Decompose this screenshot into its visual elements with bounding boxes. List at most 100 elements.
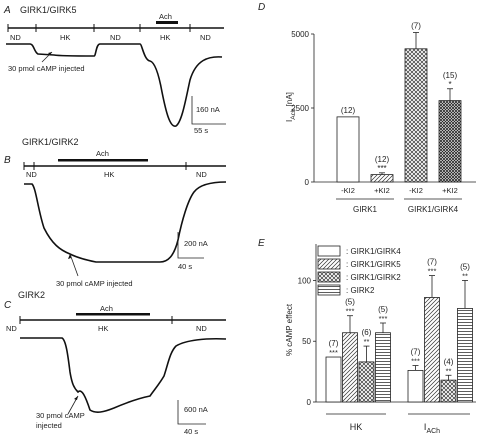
panel-c-arrow-head <box>74 396 78 400</box>
legend-entry: : GIRK1/GIRK2 <box>346 273 401 282</box>
bar-iach-2 <box>440 379 457 403</box>
panel-a-title: GIRK1/GIRK5 <box>20 5 77 15</box>
panel-b-seg-label: ND <box>196 170 207 179</box>
y-axis-label: IAch [nA] <box>285 92 297 122</box>
panel-c-current-trace <box>20 337 227 413</box>
panel-a-annotation: 30 pmol cAMP injected <box>8 64 85 73</box>
n-label: (6) <box>362 328 372 337</box>
bar-1 <box>370 174 394 183</box>
panel-c-seg-label: ND <box>196 324 207 333</box>
significance-label: *** <box>428 267 437 276</box>
panel-letter-c: C <box>4 300 12 311</box>
panel-b-current-trace <box>24 181 227 263</box>
bar-iach-1 <box>424 297 440 403</box>
legend-entry: : GIRK1/GIRK5 <box>346 260 401 269</box>
bar-hk-1 <box>342 332 358 403</box>
panel-a-scale-time: 55 s <box>194 126 208 135</box>
panel-a-ach-bar <box>156 21 178 24</box>
panel-a-seg-label: ND <box>200 33 211 42</box>
panel-b-arrow <box>69 253 79 277</box>
category-label: +KI2 <box>374 186 390 195</box>
panel-d-bars <box>336 32 462 183</box>
legend-swatch <box>317 245 341 257</box>
panel-b-ach-bar <box>58 159 148 162</box>
significance-label: *** <box>329 348 338 357</box>
legend-entry: : GIRK1/GIRK4 <box>346 247 401 256</box>
panel-b-seg-label: HK <box>104 170 114 179</box>
panel-c-annotation-1: 30 pmol cAMP <box>36 411 85 420</box>
bar-hk-2 <box>358 361 375 403</box>
n-label: (12) <box>375 155 390 164</box>
n-label: (4) <box>444 357 454 366</box>
significance-label: *** <box>377 164 386 173</box>
panel-c-ach-label: Ach <box>100 304 113 313</box>
n-label: (12) <box>341 106 356 115</box>
y-tick-label: 100 <box>298 276 312 285</box>
bar-hk-3 <box>375 332 391 403</box>
panel-c-seg-label: HK <box>98 324 108 333</box>
panel-c-title: GIRK2 <box>18 290 45 300</box>
group-label-iach: IACh <box>424 422 440 435</box>
panel-c-annotation-2: injected <box>36 421 62 430</box>
y-tick-label: 0 <box>307 398 312 407</box>
bar-iach-3 <box>457 308 473 403</box>
panel-a-scale-current: 160 nA <box>196 105 220 114</box>
significance-label: * <box>448 80 451 89</box>
panel-b-arrow-head <box>68 254 71 259</box>
group-label: GIRK1 <box>353 205 378 214</box>
panel-letter-b: B <box>4 155 11 166</box>
y-tick-label: 0 <box>305 178 310 187</box>
panel-b-scale-current: 200 nA <box>184 239 208 248</box>
panel-a-scale-bar <box>191 96 226 125</box>
panel-b-scale-time: 40 s <box>178 262 192 271</box>
panel-c-seg-label: ND <box>6 324 17 333</box>
n-label: (7) <box>427 258 437 267</box>
bar-iach-0 <box>407 369 424 403</box>
panel-a-arrow-head <box>48 52 52 55</box>
legend-swatch <box>317 284 341 296</box>
panel-b-annotation: 30 pmol cAMP injected <box>56 279 133 288</box>
group-label: GIRK1/GIRK4 <box>408 205 459 214</box>
y-tick-label: 2500 <box>291 104 309 113</box>
panel-d-labels: (12)-KI2***(12)+KI2(7)-KI2*(15)+KI2GIRK1… <box>341 22 459 214</box>
panel-c-scale-time: 40 s <box>184 427 198 436</box>
panel-a-seg-label: ND <box>10 33 21 42</box>
significance-label: ** <box>462 271 468 280</box>
bar-0 <box>336 116 360 183</box>
n-label: (15) <box>443 71 458 80</box>
group-label-hk: HK <box>350 422 363 432</box>
panel-c: C GIRK2 Ach ND HK ND 30 pmol cAMP inject… <box>4 290 227 436</box>
significance-label: ** <box>364 337 370 346</box>
n-label: (7) <box>411 22 421 31</box>
panel-c-ach-bar <box>76 313 150 316</box>
significance-label: *** <box>346 307 355 316</box>
n-label: (5) <box>345 298 355 307</box>
panel-a-seg-label: ND <box>110 33 121 42</box>
y-tick-label: 50 <box>302 337 311 346</box>
n-label: (7) <box>411 348 421 357</box>
category-label: -KI2 <box>409 186 423 195</box>
significance-label: *** <box>379 314 388 323</box>
bar-3 <box>438 100 462 183</box>
n-label: (5) <box>378 305 388 314</box>
n-label: (7) <box>329 339 339 348</box>
panel-b-seg-label: ND <box>26 170 37 179</box>
panel-b: GIRK1/GIRK2 B Ach ND HK ND 30 pmol cAMP … <box>4 137 227 288</box>
panel-a-current-trace <box>6 43 223 127</box>
panel-a-ach-label: Ach <box>159 12 172 21</box>
panel-e-labels: ***(7)***(5)**(6)***(5)***(7)***(7)**(4)… <box>329 258 471 435</box>
bar-2 <box>404 48 428 183</box>
panel-b-title: GIRK1/GIRK2 <box>22 137 79 147</box>
bar-hk-0 <box>325 356 342 403</box>
svg-text:E: E <box>258 238 265 249</box>
category-label: +KI2 <box>442 186 458 195</box>
legend-swatch <box>317 271 341 283</box>
legend-entry: : GIRK2 <box>346 286 375 295</box>
panel-a-seg-label: HK <box>160 33 170 42</box>
y-tick-label: 5000 <box>291 30 309 39</box>
panel-b-scale-bar <box>177 232 204 259</box>
panel-e-legend: : GIRK1/GIRK4 : GIRK1/GIRK5 : GIRK1/GIRK2:… <box>317 245 401 296</box>
